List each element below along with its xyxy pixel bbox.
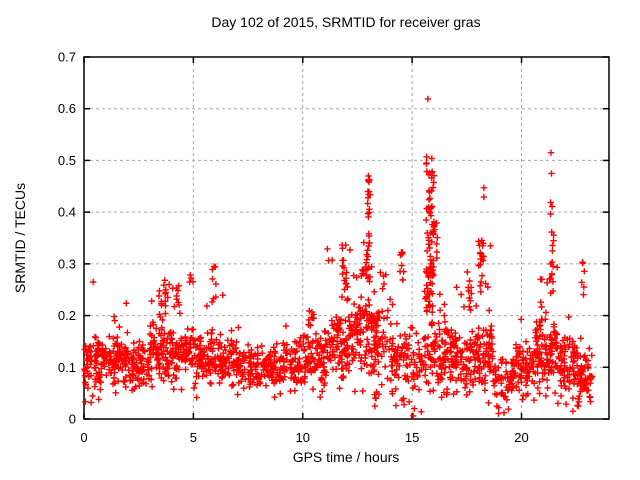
x-tick-label: 0	[80, 430, 87, 445]
x-tick-label: 15	[405, 430, 419, 445]
y-axis-label: SRMTID / TECUs	[12, 183, 28, 293]
x-axis-label: GPS time / hours	[293, 449, 400, 465]
y-tick-label: 0.6	[58, 101, 76, 116]
y-tick-label: 0.7	[58, 50, 76, 65]
y-tick-label: 0.5	[58, 153, 76, 168]
axis-tick-labels: 0 0.1 0.2 0.3 0.4 0.5 0.6 0.7 0 5 10 15 20	[58, 50, 529, 446]
x-tick-label: 10	[296, 430, 310, 445]
x-tick-label: 5	[190, 430, 197, 445]
scatter-points	[81, 95, 596, 420]
plot-border	[83, 56, 610, 420]
y-tick-label: 0.1	[58, 360, 76, 375]
y-tick-label: 0.3	[58, 256, 76, 271]
y-tick-label: 0	[69, 412, 76, 427]
y-tick-label: 0.2	[58, 308, 76, 323]
y-tick-label: 0.4	[58, 205, 76, 220]
x-tick-label: 20	[514, 430, 528, 445]
chart-title: Day 102 of 2015, SRMTID for receiver gra…	[211, 14, 480, 30]
